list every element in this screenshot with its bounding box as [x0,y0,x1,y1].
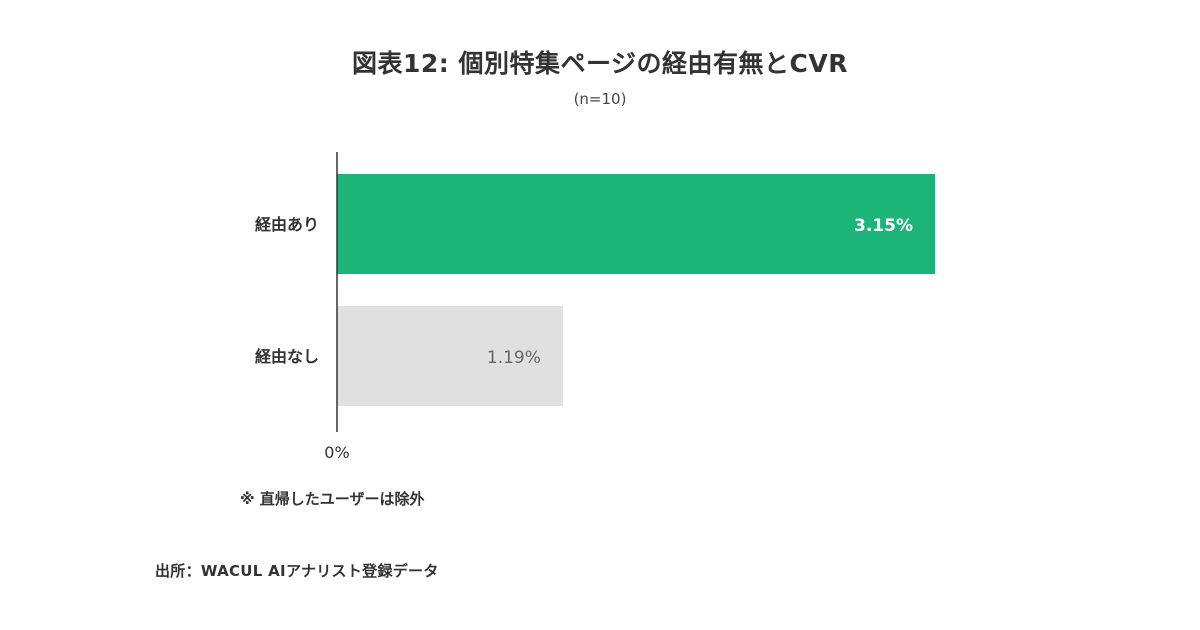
chart-subtitle: (n=10) [573,90,627,108]
bar-2 [337,306,563,406]
category-label: 経由なし [255,347,319,366]
source-note: 出所：WACUL AIアナリスト登録データ [155,562,439,580]
category-label: 経由あり [255,215,319,234]
chart-title: 図表12: 個別特集ページの経由有無とCVR [352,49,848,78]
data-label: 3.15% [854,216,913,236]
footnote: ※ 直帰したユーザーは除外 [240,490,425,508]
bar-1 [337,174,935,274]
data-label: 1.19% [487,348,541,368]
x-tick-label: 0% [324,443,349,462]
